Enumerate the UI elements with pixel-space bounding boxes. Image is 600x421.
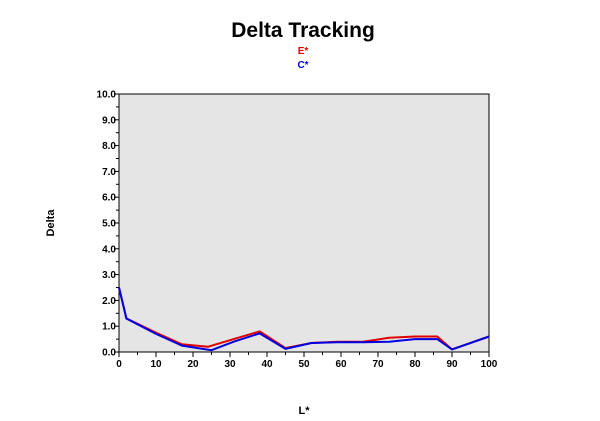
- y-tick-label: 5.0: [102, 219, 116, 230]
- x-tick-label: 80: [409, 359, 421, 370]
- x-tick-label: 40: [261, 359, 273, 370]
- y-tick-label: 8.0: [102, 141, 116, 152]
- series-line-c: [118, 287, 490, 352]
- y-tick-label: 6.0: [102, 193, 116, 204]
- x-tick-label: 90: [446, 359, 458, 370]
- series-layer: [118, 287, 490, 352]
- y-axis-label: Delta: [45, 209, 57, 237]
- legend-entry-c: C*: [297, 60, 308, 71]
- x-tick-label: 100: [481, 359, 498, 370]
- x-axis: 0 10 20 30 40 50 60 70 80 90 100: [116, 352, 498, 370]
- x-tick-label: 20: [187, 359, 199, 370]
- x-tick-label: 0: [116, 359, 122, 370]
- legend-entry-e: E*: [298, 46, 309, 57]
- chart-title: Delta Tracking: [231, 19, 375, 42]
- x-tick-label: 70: [372, 359, 384, 370]
- y-tick-label: 0.0: [102, 348, 116, 359]
- y-tick-label: 1.0: [102, 322, 116, 333]
- x-tick-label: 50: [298, 359, 310, 370]
- y-tick-label: 9.0: [102, 115, 116, 126]
- y-axis: 0.0 1.0 2.0 3.0 4.0 5.0 6.0 7.0 8.0 9.0 10.0: [97, 90, 119, 359]
- x-tick-label: 60: [335, 359, 347, 370]
- y-tick-label: 3.0: [102, 270, 116, 281]
- x-tick-label: 10: [150, 359, 162, 370]
- x-tick-label: 30: [224, 359, 236, 370]
- x-axis-label: L*: [299, 405, 311, 417]
- y-tick-label: 4.0: [102, 244, 116, 255]
- y-tick-label: 2.0: [102, 296, 116, 307]
- plot-area: [118, 93, 490, 353]
- y-tick-label: 10.0: [97, 90, 117, 101]
- y-tick-label: 7.0: [102, 167, 116, 178]
